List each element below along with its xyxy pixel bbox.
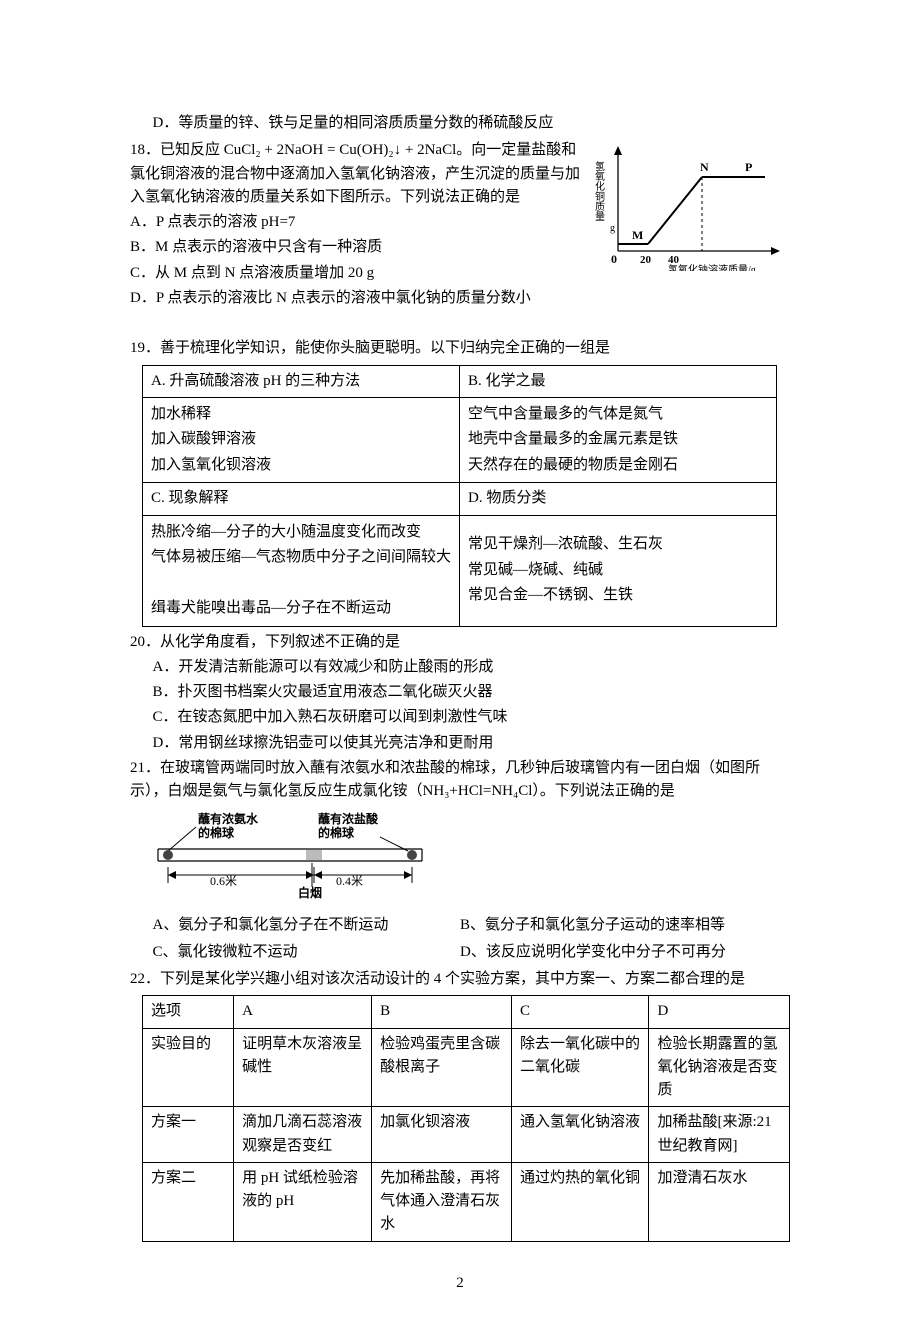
q18-stem: 18．已知反应 CuCl₂ + 2NaOH = Cu(OH)₂↓ + 2NaCl…: [130, 139, 580, 209]
q22-r2-d: 加澄清石灰水: [649, 1162, 790, 1241]
svg-text:的棉球: 的棉球: [198, 825, 235, 840]
q22-r0-label: 实验目的: [143, 1028, 234, 1107]
q19-d-body: 常见干燥剂—浓硫酸、生石灰 常见碱—烧碱、纯碱 常见合金—不锈钢、生铁: [460, 515, 777, 626]
q22-hcol-b: B: [372, 996, 512, 1028]
q18-d: D．P 点表示的溶液比 N 点表示的溶液中氯化钠的质量分数小: [130, 287, 580, 310]
q22-r1-c: 通入氢氧化钠溶液: [511, 1107, 649, 1163]
q20-stem: 20．从化学角度看，下列叙述不正确的是: [130, 631, 790, 654]
q22-hcol0: 选项: [143, 996, 234, 1028]
q22-r0-c: 除去一氧化碳中的二氧化碳: [511, 1028, 649, 1107]
q18-c: C．从 M 点到 N 点溶液质量增加 20 g: [130, 262, 580, 285]
q18-block: 18．已知反应 CuCl₂ + 2NaOH = Cu(OH)₂↓ + 2NaCl…: [130, 137, 790, 312]
q19-stem: 19．善于梳理化学知识，能使你头脑更聪明。以下归纳完全正确的一组是: [130, 337, 790, 360]
q22-r2-label: 方案二: [143, 1162, 234, 1241]
svg-text:P: P: [745, 160, 752, 174]
q22-header-row: 选项 A B C D: [143, 996, 790, 1028]
svg-text:20: 20: [640, 254, 652, 266]
q19-d-header: D. 物质分类: [460, 483, 777, 515]
svg-text:0: 0: [611, 252, 617, 266]
svg-text:蘸有浓盐酸: 蘸有浓盐酸: [318, 811, 379, 826]
q22-r0-a: 证明草木灰溶液呈碱性: [234, 1028, 372, 1107]
page-number: 2: [130, 1272, 790, 1295]
q22-r2-c: 通过灼热的氧化铜: [511, 1162, 649, 1241]
q20-d: D．常用钢丝球擦洗铝壶可以使其光亮洁净和更耐用: [130, 732, 790, 755]
svg-text:g: g: [610, 223, 615, 234]
q18-b: B．M 点表示的溶液中只含有一种溶质: [130, 236, 580, 259]
q22-r1-b: 加氯化钡溶液: [372, 1107, 512, 1163]
q22-row-plan2: 方案二 用 pH 试纸检验溶液的 pH 先加稀盐酸，再将气体通入澄清石灰水 通过…: [143, 1162, 790, 1241]
q18-graph: M N P 0 20 40 氢氧化铜质量 g 氢氧化钠溶液质量/g: [590, 141, 790, 271]
q22-table: 选项 A B C D 实验目的 证明草木灰溶液呈碱性 检验鸡蛋壳里含碳酸根离子 …: [142, 995, 790, 1241]
q22-row-purpose: 实验目的 证明草木灰溶液呈碱性 检验鸡蛋壳里含碳酸根离子 除去一氧化碳中的二氧化…: [143, 1028, 790, 1107]
q21-diagram: 蘸有浓氨水 的棉球 蘸有浓盐酸 的棉球 0.6米 0.4米 白烟: [150, 809, 430, 899]
q22-hcol-d: D: [649, 996, 790, 1028]
q19-table: A. 升高硫酸溶液 pH 的三种方法 B. 化学之最 加水稀释 加入碳酸钾溶液 …: [142, 365, 777, 627]
svg-text:蘸有浓氨水: 蘸有浓氨水: [198, 811, 259, 826]
q21-b: B、氨分子和氯化氢分子运动的速率相等: [460, 914, 780, 937]
svg-text:N: N: [700, 160, 709, 174]
q21-stem: 21．在玻璃管两端同时放入蘸有浓氨水和浓盐酸的棉球，几秒钟后玻璃管内有一团白烟（…: [130, 757, 790, 804]
q22-hcol-a: A: [234, 996, 372, 1028]
q22-row-plan1: 方案一 滴加几滴石蕊溶液观察是否变红 加氯化钡溶液 通入氢氧化钠溶液 加稀盐酸[…: [143, 1107, 790, 1163]
q20-b: B．扑灭图书档案火灾最适宜用液态二氧化碳灭火器: [130, 681, 790, 704]
q22-stem: 22．下列是某化学兴趣小组对该次活动设计的 4 个实验方案，其中方案一、方案二都…: [130, 968, 790, 991]
q19-c-body: 热胀冷缩—分子的大小随温度变化而改变 气体易被压缩—气态物质中分子之间间隔较大 …: [143, 515, 460, 626]
q17-option-d: D．等质量的锌、铁与足量的相同溶质质量分数的稀硫酸反应: [130, 112, 790, 135]
q21-c: C、氯化铵微粒不运动: [130, 941, 450, 964]
q19-a-header: A. 升高硫酸溶液 pH 的三种方法: [143, 365, 460, 397]
q18-a: A．P 点表示的溶液 pH=7: [130, 211, 580, 234]
q22-r0-b: 检验鸡蛋壳里含碳酸根离子: [372, 1028, 512, 1107]
q21-a: A、氨分子和氯化氢分子在不断运动: [130, 914, 450, 937]
svg-text:0.6米: 0.6米: [210, 874, 237, 888]
q22-r0-d: 检验长期露置的氢氧化钠溶液是否变质: [649, 1028, 790, 1107]
q19-b-body: 空气中含量最多的气体是氮气 地壳中含量最多的金属元素是铁 天然存在的最硬的物质是…: [460, 397, 777, 483]
svg-text:0.4米: 0.4米: [336, 874, 363, 888]
q22-r1-d: 加稀盐酸[来源:21 世纪教育网]: [649, 1107, 790, 1163]
q19-a-body: 加水稀释 加入碳酸钾溶液 加入氢氧化钡溶液: [143, 397, 460, 483]
q22-r1-a: 滴加几滴石蕊溶液观察是否变红: [234, 1107, 372, 1163]
q19-b-header: B. 化学之最: [460, 365, 777, 397]
svg-text:氢氧化铜质量: 氢氧化铜质量: [593, 160, 605, 221]
q21-d: D、该反应说明化学变化中分子不可再分: [460, 941, 780, 964]
q20-c: C．在铵态氮肥中加入熟石灰研磨可以闻到刺激性气味: [130, 706, 790, 729]
svg-text:的棉球: 的棉球: [318, 825, 355, 840]
q22-r2-a: 用 pH 试纸检验溶液的 pH: [234, 1162, 372, 1241]
q20-a: A．开发清洁新能源可以有效减少和防止酸雨的形成: [130, 656, 790, 679]
q21-options: A、氨分子和氯化氢分子在不断运动 B、氨分子和氯化氢分子运动的速率相等 C、氯化…: [130, 912, 790, 967]
q19-c-header: C. 现象解释: [143, 483, 460, 515]
svg-text:M: M: [632, 228, 643, 242]
q22-r1-label: 方案一: [143, 1107, 234, 1163]
q22-r2-b: 先加稀盐酸，再将气体通入澄清石灰水: [372, 1162, 512, 1241]
svg-text:白烟: 白烟: [298, 885, 322, 899]
q22-hcol-c: C: [511, 996, 649, 1028]
svg-text:氢氧化钠溶液质量/g: 氢氧化钠溶液质量/g: [668, 263, 756, 271]
